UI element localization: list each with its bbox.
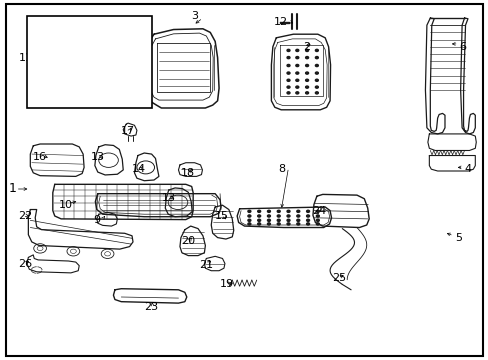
Circle shape [277,215,280,217]
Circle shape [295,86,298,88]
Circle shape [315,64,318,67]
Text: 1: 1 [9,183,17,195]
Circle shape [295,49,298,51]
Circle shape [257,223,260,225]
Text: 21: 21 [199,260,213,270]
Circle shape [286,223,289,225]
Circle shape [286,72,289,74]
Text: 5: 5 [454,233,461,243]
Circle shape [315,49,318,51]
Circle shape [286,215,289,217]
Circle shape [305,57,308,59]
Text: 24: 24 [311,206,325,216]
Circle shape [93,55,98,59]
Text: 25: 25 [332,273,346,283]
Circle shape [296,215,299,217]
Circle shape [267,219,270,221]
Text: 20: 20 [181,236,195,246]
Circle shape [296,223,299,225]
Circle shape [83,55,88,59]
Text: 22: 22 [19,211,33,221]
Text: 14: 14 [132,164,146,174]
Circle shape [316,210,319,212]
Circle shape [267,215,270,217]
Text: 15: 15 [215,211,229,221]
Circle shape [286,49,289,51]
Text: 6: 6 [459,42,466,52]
Circle shape [267,210,270,212]
Circle shape [277,210,280,212]
Text: 9: 9 [93,215,100,225]
Text: 17: 17 [121,126,135,136]
Circle shape [247,215,250,217]
Circle shape [286,92,289,94]
Circle shape [295,57,298,59]
Text: 13: 13 [161,193,175,203]
Circle shape [296,219,299,221]
Circle shape [277,223,280,225]
Circle shape [295,79,298,81]
Text: 10: 10 [59,200,73,210]
Circle shape [277,219,280,221]
Circle shape [315,86,318,88]
Text: 2: 2 [303,42,310,52]
Text: 13: 13 [90,152,104,162]
Circle shape [295,64,298,67]
Circle shape [305,86,308,88]
Circle shape [286,219,289,221]
Circle shape [83,48,88,51]
Circle shape [306,223,309,225]
Text: 23: 23 [144,302,158,312]
Text: 16: 16 [33,152,47,162]
Circle shape [306,215,309,217]
Text: 7: 7 [117,89,124,99]
Bar [27,16,151,108]
Text: 8: 8 [278,164,285,174]
Circle shape [315,92,318,94]
Circle shape [257,215,260,217]
Text: 3: 3 [190,11,197,21]
Circle shape [316,223,319,225]
Circle shape [305,64,308,67]
Circle shape [286,57,289,59]
Circle shape [295,72,298,74]
Circle shape [286,79,289,81]
Circle shape [93,48,98,51]
Circle shape [315,57,318,59]
Circle shape [315,79,318,81]
Circle shape [296,210,299,212]
Circle shape [306,210,309,212]
Circle shape [257,210,260,212]
Circle shape [247,219,250,221]
Circle shape [247,223,250,225]
Circle shape [305,79,308,81]
Text: 4: 4 [464,164,471,174]
Text: 26: 26 [19,258,33,269]
Text: 12: 12 [273,17,287,27]
Circle shape [295,92,298,94]
Circle shape [305,92,308,94]
Circle shape [267,223,270,225]
Circle shape [315,72,318,74]
Circle shape [316,215,319,217]
Circle shape [305,49,308,51]
Circle shape [286,86,289,88]
Circle shape [247,210,250,212]
Text: 11: 11 [19,53,33,63]
Circle shape [286,64,289,67]
Circle shape [316,219,319,221]
Circle shape [257,219,260,221]
Text: 19: 19 [220,279,234,289]
Circle shape [306,219,309,221]
Circle shape [286,210,289,212]
Circle shape [305,72,308,74]
Text: 18: 18 [181,168,195,178]
